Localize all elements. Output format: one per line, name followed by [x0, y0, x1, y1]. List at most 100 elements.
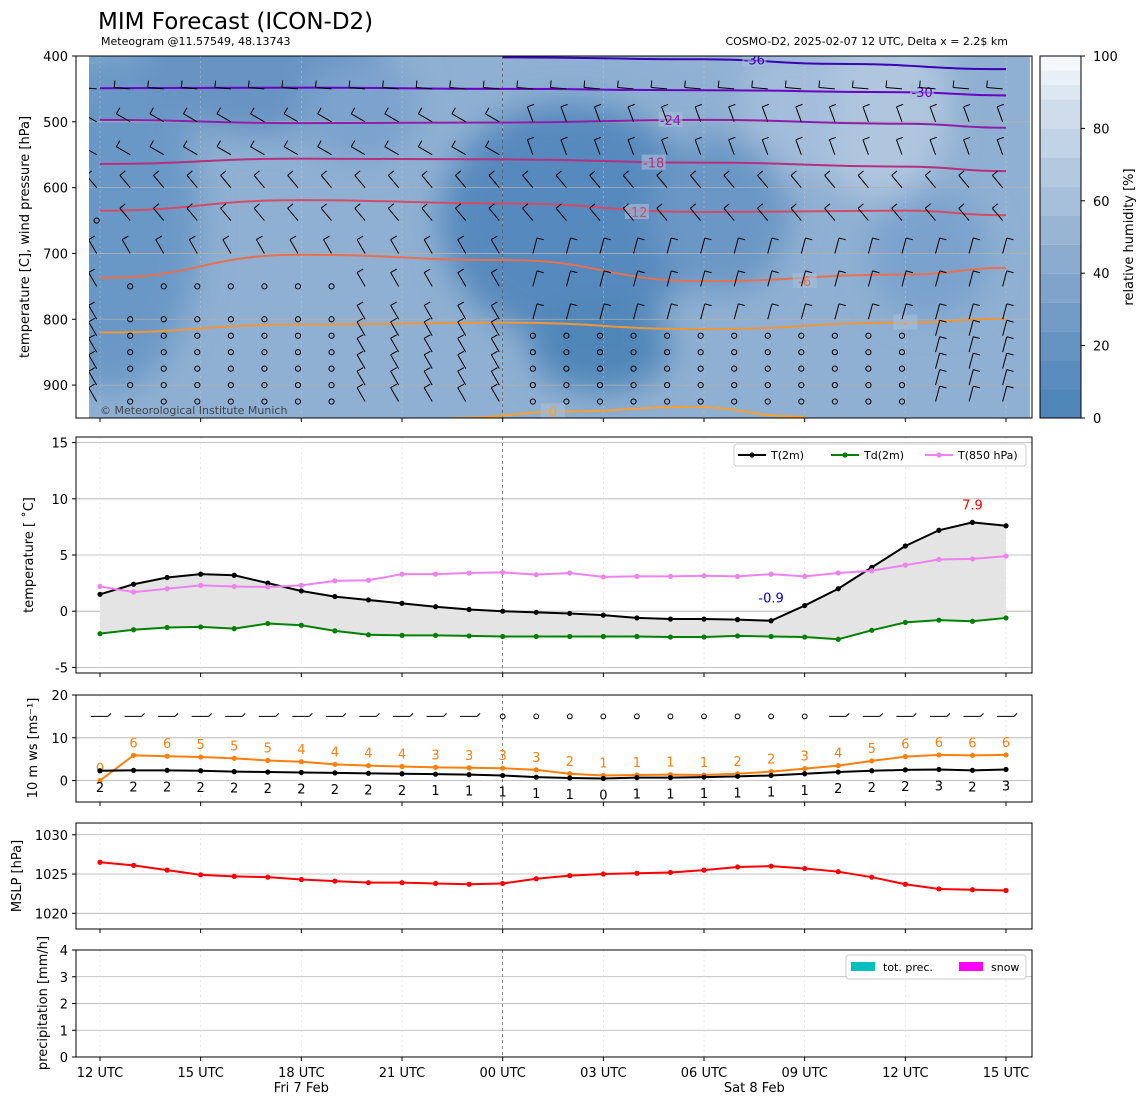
wind-barb-flag — [603, 237, 612, 241]
wind-barb-flag — [356, 235, 364, 241]
series-point — [265, 620, 271, 627]
wind-barb — [354, 175, 366, 188]
calm-wind-marker — [328, 365, 335, 372]
wind-barb-flag — [457, 301, 465, 306]
wind-barb-flag — [656, 170, 663, 176]
calm-wind-marker — [294, 349, 302, 356]
isotherm-label: -18 — [643, 157, 664, 172]
colorbar-band — [1040, 56, 1081, 71]
series-point — [1003, 523, 1009, 529]
wind-series-line — [99, 753, 1007, 782]
wind-barb-flag — [89, 268, 95, 273]
wind-barb-flag — [482, 80, 485, 88]
time-tick-label: 21 UTC — [379, 1066, 425, 1081]
wind-barb — [583, 87, 601, 90]
wind-barb — [356, 354, 366, 369]
wind-barb-flag — [522, 203, 529, 209]
wind-barb-flag — [919, 80, 921, 88]
wind-barb-flag — [1006, 385, 1014, 389]
wind-barb — [253, 175, 265, 188]
day-label: Sat 8 Feb — [724, 1081, 785, 1096]
calm-wind-marker — [160, 381, 167, 389]
wind-series-point — [399, 771, 405, 777]
wind-barb-flag — [153, 170, 160, 176]
wind-barb-flag — [997, 136, 1004, 141]
wind-barb — [121, 239, 131, 254]
wind-barb-flag — [250, 140, 255, 147]
wind-barb — [320, 175, 332, 188]
mslp-point — [198, 872, 204, 878]
wind-series-point — [634, 775, 640, 781]
wind-barb — [89, 177, 98, 188]
wind-barb-flag — [618, 48, 619, 55]
wind-value-label: 3 — [431, 748, 439, 763]
legend-marker — [936, 452, 942, 458]
wind-barb-flag — [594, 103, 602, 108]
wind-barb — [350, 113, 366, 123]
calm-wind-marker — [898, 332, 906, 339]
wind-series-point — [97, 768, 103, 774]
wind-barb — [935, 237, 941, 254]
temperature-annotation: 7.9 — [962, 498, 983, 513]
wind-barb — [852, 87, 869, 90]
wind-barb — [795, 139, 802, 155]
surface-wind-barb-flag — [141, 713, 145, 717]
wind-barb-flag — [423, 268, 431, 273]
wind-barb-flag — [905, 270, 914, 274]
wind-barb — [1002, 336, 1008, 353]
wind-barb-flag — [555, 170, 562, 176]
wind-barb — [633, 303, 639, 320]
dewpoint-spread-fill — [100, 522, 1006, 640]
colorbar-band — [1040, 244, 1081, 274]
wind-barb-flag — [348, 80, 351, 88]
wind-barb-flag — [457, 334, 465, 339]
wind-barb-flag — [603, 270, 612, 274]
wind-series-point — [969, 752, 976, 758]
wind-barb-flag — [256, 235, 263, 241]
surface-wind-barb-flag — [845, 713, 850, 717]
wind-barb-flag — [939, 369, 947, 372]
calm-wind-marker — [630, 381, 637, 389]
wind-barb-flag — [89, 317, 95, 323]
wind-barb-flag — [485, 140, 490, 147]
wind-barb — [387, 207, 400, 221]
wind-value-label: 2 — [129, 780, 137, 795]
wind-series-point — [734, 773, 741, 779]
wind-value-label: 2 — [163, 780, 171, 795]
temperature-ytick-label: 10 — [51, 493, 68, 508]
wind-barb-flag — [317, 107, 322, 115]
wind-value-label: 0 — [599, 788, 607, 803]
wind-barb-flag — [851, 80, 854, 88]
legend-marker — [749, 452, 755, 458]
surface-wind-barb-flag — [912, 713, 917, 717]
wind-value-label: 1 — [733, 786, 741, 801]
wind-barb-flag — [216, 140, 221, 147]
wind-barb — [560, 139, 567, 155]
time-tick-label: 00 UTC — [479, 1066, 525, 1081]
wind-barb-flag — [89, 301, 95, 306]
wind-barb — [885, 87, 903, 90]
wind-barb-flag — [317, 140, 322, 147]
wind-barb — [356, 305, 366, 320]
wind-barb-flag — [423, 301, 431, 306]
wind-barb-flag — [896, 103, 904, 108]
mslp-point — [1003, 887, 1009, 894]
colorbar-band — [1040, 331, 1081, 361]
wind-barb — [485, 146, 500, 156]
mslp-point — [432, 880, 439, 887]
series-point — [533, 609, 539, 615]
wind-barb-flag — [384, 140, 389, 147]
calm-wind-marker — [93, 217, 100, 224]
wind-barb-flag — [491, 350, 498, 356]
wind-barb-flag — [728, 103, 736, 108]
wind-barb — [457, 305, 467, 320]
wind-barb-flag — [939, 336, 947, 340]
wind-barb — [963, 139, 970, 155]
wind-series-point — [164, 753, 170, 759]
wind-barb — [449, 87, 466, 90]
calm-wind-marker — [633, 713, 640, 720]
wind-barb — [89, 87, 97, 90]
wind-barb — [89, 354, 98, 369]
mslp-point — [365, 880, 372, 886]
wind-barb — [250, 146, 265, 156]
